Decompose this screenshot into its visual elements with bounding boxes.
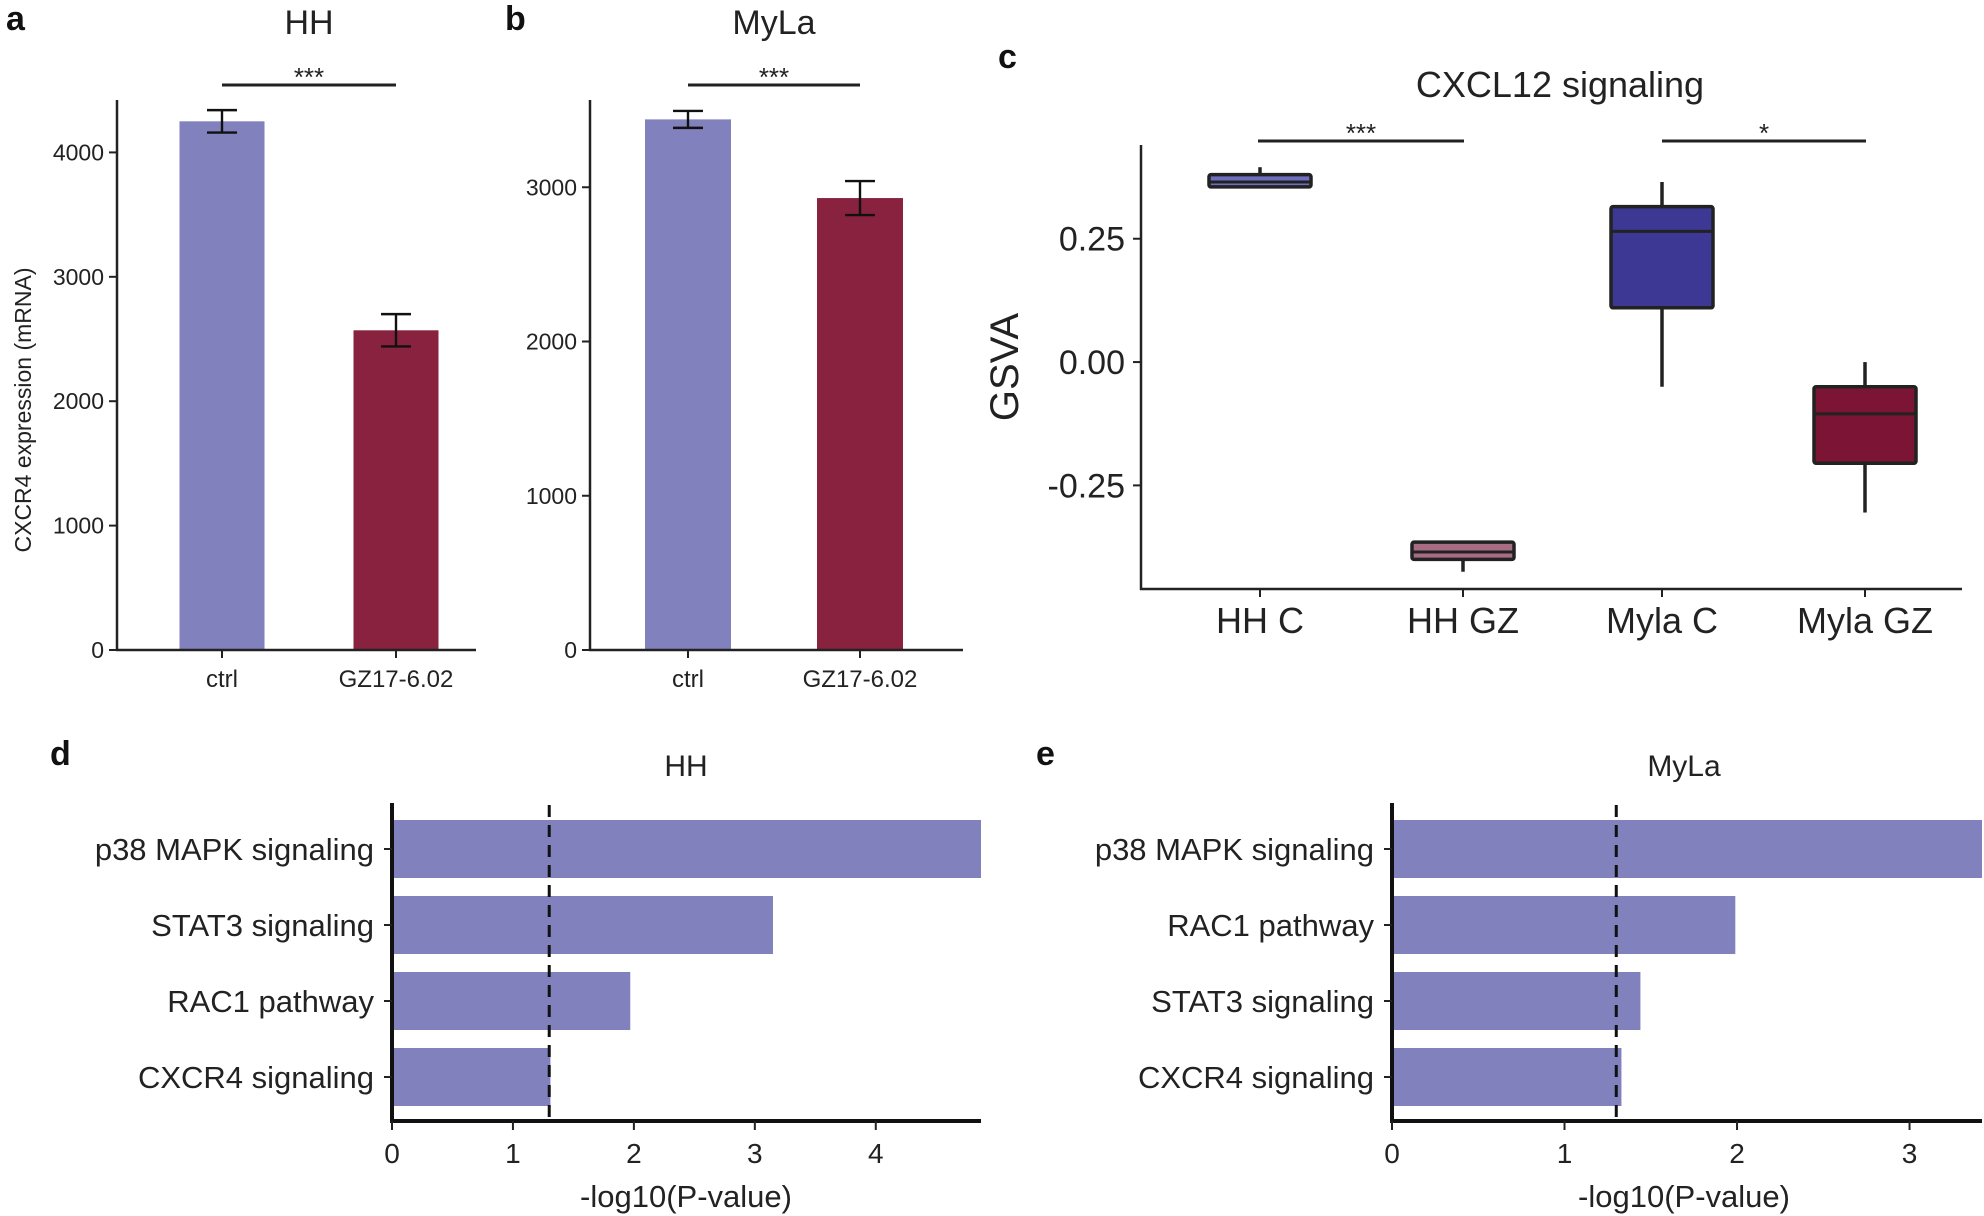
y-ticks-c: -0.25 0.00 0.25 — [1048, 221, 1141, 505]
bar-b-1 — [817, 198, 903, 650]
chart-title-b: MyLa — [732, 4, 815, 42]
bar-a-0 — [179, 121, 265, 651]
chart-panel-d: HH 0 1 2 3 4 p38 MAPK signaling STAT3 signali… — [95, 750, 981, 1214]
category-label-d-2: RAC1 pathway — [167, 984, 374, 1019]
y-tick-label-b-3: 3000 — [526, 174, 577, 200]
bars-a — [179, 121, 439, 651]
y-ticks-b: 0 1000 2000 3000 — [526, 174, 590, 663]
bars-e — [1392, 820, 1982, 1106]
significance-label-c-hh: *** — [1346, 118, 1376, 148]
chart-panel-c: CXCL12 signaling GSVA -0.25 0.00 0.25 HH C… — [983, 64, 1962, 641]
chart-title-d: HH — [664, 750, 707, 783]
x-tick-label-b-0: ctrl — [672, 666, 704, 693]
x-tick-label-d-2: 2 — [626, 1138, 642, 1169]
chart-panel-e: MyLa 0 1 2 3 p38 MAPK signaling RAC1 pathway… — [1095, 750, 1982, 1214]
x-axis-label-e: -log10(P-value) — [1578, 1179, 1790, 1214]
category-label-d-3: CXCR4 signaling — [138, 1060, 374, 1095]
x-tick-label-d-3: 3 — [747, 1138, 763, 1169]
y-tick-label-b-0: 0 — [564, 637, 577, 663]
box-3 — [1812, 384, 1918, 465]
x-tick-label-a-0: ctrl — [206, 666, 238, 693]
error-bars-a — [207, 108, 411, 348]
pathway-bar-d-0 — [392, 820, 981, 878]
y-axis-label-c: GSVA — [983, 313, 1027, 422]
pathway-bar-d-2 — [392, 972, 631, 1030]
x-tick-label-a-1: GZ17-6.02 — [339, 666, 454, 693]
x-tick-label-e-1: 1 — [1557, 1138, 1573, 1169]
panel-label-a: a — [6, 0, 26, 38]
significance-label-c-myla: * — [1759, 118, 1769, 148]
category-label-d-1: STAT3 signaling — [151, 908, 374, 943]
x-tick-label-e-3: 3 — [1902, 1138, 1918, 1169]
y-tick-label-a-2: 2000 — [53, 388, 104, 414]
bars-b — [645, 119, 903, 650]
y-ticks-a: 0 1000 2000 3000 4000 — [53, 139, 117, 663]
x-tick-label-c-2: Myla C — [1606, 600, 1718, 641]
y-axis-label-a: CXCR4 expression (mRNA) — [10, 267, 36, 552]
panel-label-d: d — [50, 735, 71, 773]
chart-title-a: HH — [284, 4, 333, 42]
pathway-bar-e-2 — [1392, 972, 1641, 1030]
x-tick-label-c-0: HH C — [1216, 600, 1304, 641]
x-tick-label-b-1: GZ17-6.02 — [803, 666, 918, 693]
y-tick-label-c-0: -0.25 — [1048, 467, 1126, 505]
pathway-bar-e-3 — [1392, 1048, 1622, 1106]
y-tick-label-c-2: 0.25 — [1059, 221, 1125, 259]
y-tick-label-b-2: 2000 — [526, 329, 577, 355]
chart-title-e: MyLa — [1647, 750, 1721, 783]
x-tick-label-c-3: Myla GZ — [1797, 600, 1933, 641]
y-tick-label-c-1: 0.00 — [1059, 344, 1125, 382]
boxes-c — [1207, 167, 1918, 572]
y-tick-label-a-3: 3000 — [53, 264, 104, 290]
x-tick-label-e-0: 0 — [1384, 1138, 1400, 1169]
y-tick-label-b-1: 1000 — [526, 483, 577, 509]
x-ticks-b: ctrl GZ17-6.02 — [672, 650, 917, 693]
pathway-bar-e-1 — [1392, 896, 1736, 954]
bar-a-1 — [353, 330, 439, 650]
x-ticks-e: 0 1 2 3 — [1384, 1121, 1917, 1169]
y-tick-label-a-4: 4000 — [53, 139, 104, 165]
y-tick-label-a-1: 1000 — [53, 513, 104, 539]
x-ticks-c: HH C HH GZ Myla C Myla GZ — [1216, 589, 1933, 641]
x-tick-label-d-4: 4 — [868, 1138, 884, 1169]
category-label-e-2: STAT3 signaling — [1151, 984, 1374, 1019]
x-tick-label-c-1: HH GZ — [1407, 600, 1519, 641]
chart-panel-b: MyLa 0 1000 2000 3000 ctrl GZ17-6.02 *** — [526, 4, 963, 693]
category-label-e-3: CXCR4 signaling — [1138, 1060, 1374, 1095]
x-tick-label-d-0: 0 — [384, 1138, 400, 1169]
bar-b-0 — [645, 119, 731, 650]
panel-label-c: c — [998, 38, 1017, 76]
panel-label-b: b — [505, 0, 526, 38]
x-ticks-a: ctrl GZ17-6.02 — [206, 650, 453, 693]
category-labels-e: p38 MAPK signaling RAC1 pathway STAT3 sign… — [1095, 832, 1392, 1095]
pathway-bar-e-0 — [1392, 820, 1982, 878]
y-tick-label-a-0: 0 — [91, 637, 104, 663]
significance-label-a: *** — [294, 62, 324, 92]
bars-d — [392, 820, 981, 1106]
chart-panel-a: HH CXCR4 expression (mRNA) 0 1000 2000 3000… — [10, 4, 476, 693]
chart-title-c: CXCL12 signaling — [1416, 64, 1704, 105]
pathway-bar-d-3 — [392, 1048, 551, 1106]
x-ticks-d: 0 1 2 3 4 — [384, 1121, 884, 1169]
panel-label-e: e — [1036, 735, 1055, 773]
x-tick-label-d-1: 1 — [505, 1138, 521, 1169]
category-label-e-0: p38 MAPK signaling — [1095, 832, 1374, 867]
error-bars-b — [673, 109, 875, 217]
category-label-d-0: p38 MAPK signaling — [95, 832, 374, 867]
significance-label-b: *** — [759, 62, 789, 92]
category-labels-d: p38 MAPK signaling STAT3 signaling RAC1 pa… — [95, 832, 392, 1095]
x-tick-label-e-2: 2 — [1729, 1138, 1745, 1169]
box-2 — [1609, 204, 1715, 310]
pathway-bar-d-1 — [392, 896, 773, 954]
x-axis-label-d: -log10(P-value) — [580, 1179, 792, 1214]
category-label-e-1: RAC1 pathway — [1167, 908, 1374, 943]
